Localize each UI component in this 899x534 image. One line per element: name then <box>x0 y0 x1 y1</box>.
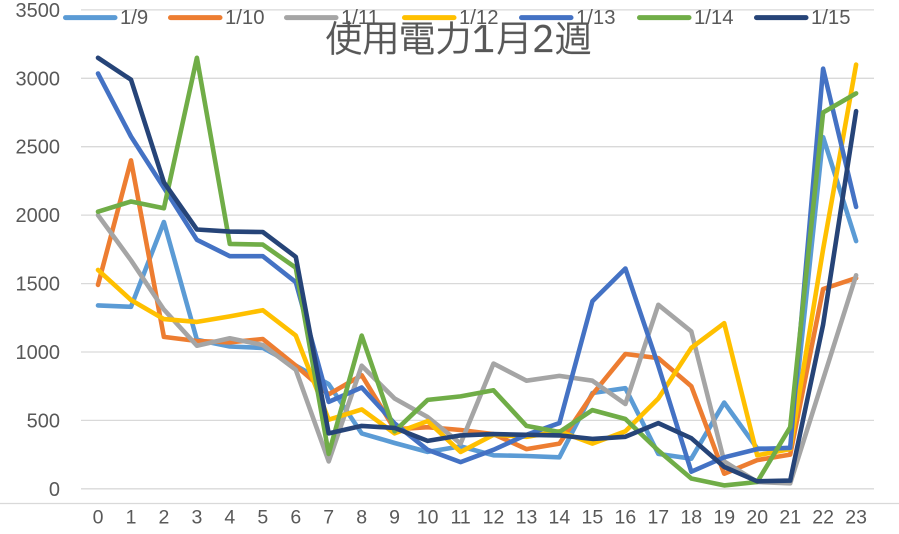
svg-text:1/13: 1/13 <box>576 7 615 29</box>
svg-text:14: 14 <box>549 507 571 529</box>
svg-text:17: 17 <box>647 507 669 529</box>
svg-text:4: 4 <box>224 507 235 529</box>
svg-text:11: 11 <box>450 507 470 529</box>
svg-text:18: 18 <box>680 507 702 529</box>
svg-text:3000: 3000 <box>16 68 61 90</box>
svg-text:3500: 3500 <box>16 0 61 22</box>
svg-text:9: 9 <box>389 507 400 529</box>
svg-text:20: 20 <box>746 507 768 529</box>
svg-text:21: 21 <box>779 507 801 529</box>
svg-text:0: 0 <box>49 479 60 501</box>
svg-text:5: 5 <box>257 507 268 529</box>
svg-text:7: 7 <box>323 507 334 529</box>
svg-text:1/9: 1/9 <box>120 7 148 29</box>
svg-text:1/15: 1/15 <box>811 7 850 29</box>
svg-text:2: 2 <box>158 507 169 529</box>
svg-text:1500: 1500 <box>16 274 61 296</box>
svg-text:8: 8 <box>356 507 367 529</box>
svg-text:1/14: 1/14 <box>694 7 733 29</box>
svg-text:0: 0 <box>93 507 104 529</box>
svg-text:1/12: 1/12 <box>459 7 498 29</box>
svg-text:10: 10 <box>417 507 439 529</box>
svg-text:500: 500 <box>27 410 60 432</box>
svg-text:23: 23 <box>845 507 867 529</box>
svg-text:1: 1 <box>126 507 137 529</box>
svg-text:2500: 2500 <box>16 137 61 159</box>
svg-text:16: 16 <box>615 507 637 529</box>
svg-text:3: 3 <box>191 507 202 529</box>
svg-text:15: 15 <box>582 507 604 529</box>
svg-text:6: 6 <box>290 507 301 529</box>
svg-text:1000: 1000 <box>16 342 61 364</box>
svg-text:22: 22 <box>812 507 834 529</box>
svg-text:2000: 2000 <box>16 205 61 227</box>
svg-text:13: 13 <box>516 507 538 529</box>
svg-text:12: 12 <box>483 507 505 529</box>
svg-text:19: 19 <box>713 507 735 529</box>
svg-text:1/10: 1/10 <box>225 7 264 29</box>
